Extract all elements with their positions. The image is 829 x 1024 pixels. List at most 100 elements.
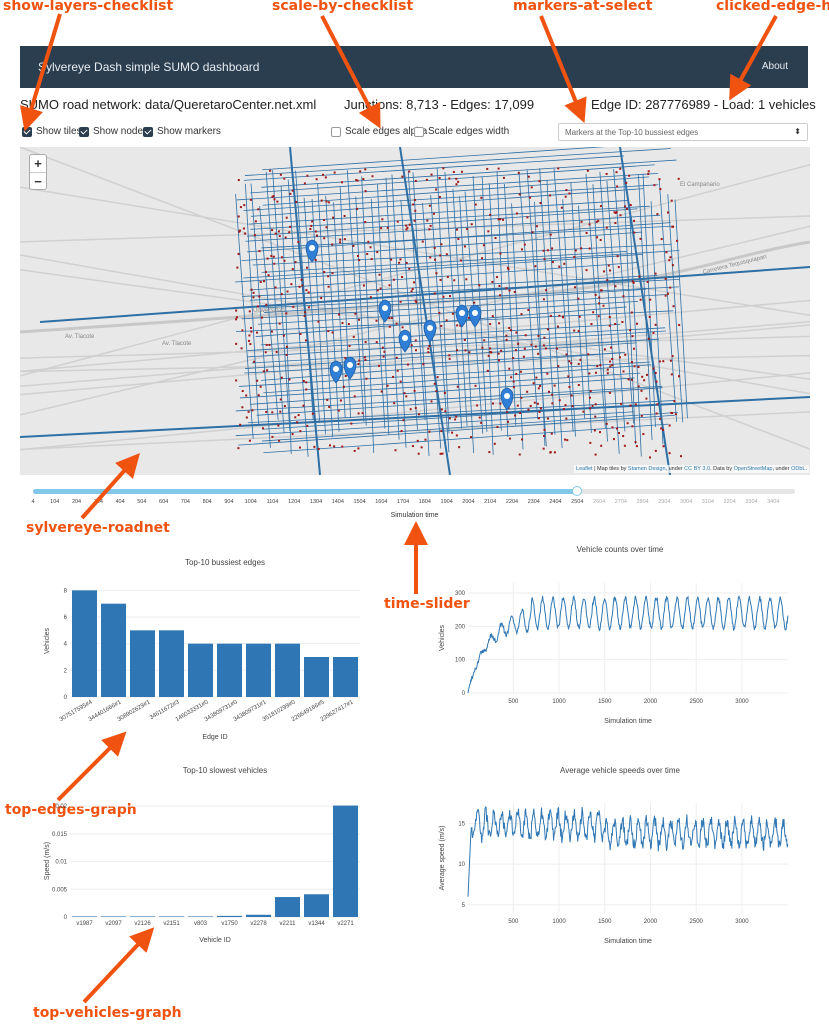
map-edge <box>243 155 624 181</box>
stamen-link[interactable]: Stamen Design <box>627 466 666 472</box>
map-node <box>557 365 560 368</box>
map-node <box>578 315 581 318</box>
map-edge <box>346 170 365 422</box>
osm-link[interactable]: OpenStreetMap <box>733 466 773 472</box>
map-node <box>235 309 238 312</box>
map-node <box>668 452 671 455</box>
map-node <box>579 358 582 361</box>
checkbox-unchecked-icon[interactable] <box>414 126 424 137</box>
map-node <box>452 171 455 174</box>
map-node <box>299 430 302 433</box>
map-node <box>586 169 589 172</box>
map-node <box>300 278 303 281</box>
map-node <box>565 353 568 356</box>
map-node <box>254 220 257 223</box>
map-node <box>565 189 568 192</box>
map-edge <box>238 414 675 446</box>
map-node <box>671 355 674 358</box>
map-node <box>243 204 246 207</box>
map-node <box>649 298 652 301</box>
map-node <box>499 294 502 297</box>
top-vehicles-graph[interactable]: 0 0.005 0.01 0.015 0.02 v1987 v2097 v2126 v2151 v… <box>40 795 400 970</box>
map-edge <box>303 197 321 423</box>
map-node <box>669 359 672 362</box>
markers-at-select[interactable]: Markers at the Top-10 bussiest edges ⬍ <box>558 123 808 141</box>
map-node <box>448 177 451 180</box>
map-edge <box>391 174 407 448</box>
odbl-link[interactable]: ODbL <box>791 466 806 472</box>
map-node <box>241 390 244 393</box>
map-node <box>413 389 416 392</box>
map-node <box>305 289 308 292</box>
map-node <box>392 278 395 281</box>
map-node <box>664 294 667 297</box>
map-marker-dot <box>402 335 408 341</box>
show-nodes-checkbox[interactable]: Show nodes <box>79 126 148 137</box>
avg-speeds-graph[interactable]: 5 10 15 500 1000 1500 2000 2500 3000 Simulation t… <box>430 795 810 955</box>
map-edge <box>272 170 291 432</box>
attribution-text: . <box>805 466 807 472</box>
map-node <box>375 319 378 322</box>
map-node <box>616 185 619 188</box>
show-tiles-checkbox[interactable]: Show tiles <box>22 126 82 137</box>
map-node <box>514 414 517 417</box>
x-tick-label: 2000 <box>644 919 658 925</box>
map-node <box>395 322 398 325</box>
map-node <box>386 226 389 229</box>
map-edge <box>265 171 285 433</box>
map-node <box>390 258 393 261</box>
map-node <box>599 364 602 367</box>
map-node <box>664 277 667 280</box>
map-marker-icon <box>500 387 514 411</box>
map-node <box>294 261 297 264</box>
vehicle-counts-graph[interactable]: 0 100 200 300 500 1000 1500 2000 2500 3000 Simulat… <box>430 575 810 735</box>
map-node <box>636 322 639 325</box>
roadnet-canvas[interactable] <box>20 147 810 475</box>
map-node <box>665 251 668 254</box>
show-markers-checkbox[interactable]: Show markers <box>143 126 221 137</box>
map-node <box>327 275 330 278</box>
map-node <box>595 236 598 239</box>
leaflet-link[interactable]: Leaflet <box>576 466 593 472</box>
cc-link[interactable]: CC BY 3.0 <box>684 466 711 472</box>
time-slider-handle[interactable] <box>572 486 583 496</box>
navbar-brand[interactable]: Sylvereye Dash simple SUMO dashboard <box>38 60 260 74</box>
map-node <box>589 390 592 393</box>
checkbox-unchecked-icon[interactable] <box>331 126 341 137</box>
map-node <box>235 316 238 319</box>
map-node <box>315 178 318 181</box>
map-node <box>357 447 360 450</box>
zoom-out-button[interactable]: − <box>30 172 46 189</box>
checkbox-checked-icon[interactable] <box>143 126 153 137</box>
map-node <box>508 437 511 440</box>
map-node <box>609 365 612 368</box>
map-node <box>440 430 443 433</box>
map-node <box>250 288 253 291</box>
map-node <box>588 396 591 399</box>
map-node <box>286 290 289 293</box>
checkbox-checked-icon[interactable] <box>79 126 89 137</box>
about-link[interactable]: About <box>761 61 788 72</box>
scale-edges-width-checkbox[interactable]: Scale edges width <box>414 126 509 137</box>
top-edges-graph[interactable]: 02468307517595#4344401666#1308902629#134… <box>40 575 400 750</box>
map-node <box>542 249 545 252</box>
scale-edges-alpha-checkbox[interactable]: Scale edges alpha <box>331 126 427 137</box>
map-node <box>557 167 560 170</box>
network-stats: Junctions: 8,713 - Edges: 17,099 <box>344 97 535 112</box>
slider-tick-label: 304 <box>93 499 103 505</box>
map-node <box>537 387 540 390</box>
map-node <box>358 259 361 262</box>
map-edge <box>472 175 488 432</box>
x-tick-label: v803 <box>194 921 208 927</box>
map-marker-dot <box>333 366 339 372</box>
map-node <box>449 295 452 298</box>
map-node <box>512 357 515 360</box>
map-node <box>509 329 512 332</box>
map-node <box>282 334 285 337</box>
map-node <box>603 270 606 273</box>
map-marker-icon <box>305 239 319 263</box>
checkbox-checked-icon[interactable] <box>22 126 32 137</box>
zoom-in-button[interactable]: + <box>34 156 42 171</box>
roadnet-map[interactable] <box>20 147 810 475</box>
map-node <box>529 404 532 407</box>
